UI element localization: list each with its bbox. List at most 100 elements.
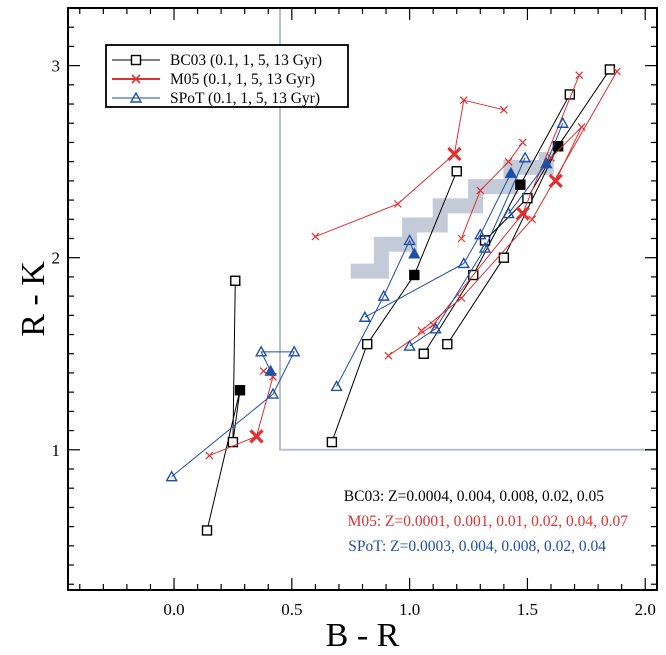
y-tick-label-0: 1: [52, 441, 61, 460]
point-m05-5-0-stroke-b: [205, 451, 214, 460]
point-spot-14-0: [403, 339, 416, 351]
point-m05-10-2-stroke-b: [547, 153, 555, 162]
series-line-m05-8: [388, 75, 580, 357]
point-spot-13-1: [457, 257, 470, 269]
point-m05-6-0: [311, 232, 320, 241]
point-spot-14-1: [429, 322, 442, 334]
point-spot-12-2: [403, 233, 416, 246]
point-m05-7-2: [504, 157, 513, 166]
x-tick-label-4: 2.0: [635, 600, 656, 619]
legend-marker-bc03: [130, 54, 142, 66]
series-line-spot-11: [171, 351, 295, 478]
point-m05-7-2-stroke-b: [504, 157, 513, 166]
series-line-m05-7: [460, 142, 524, 239]
axis-ticks: 0.0 0.5 1.0 1.5 2.0 1 2 3: [52, 8, 657, 619]
point-m05-9-0: [417, 326, 426, 335]
point-bc03-2-2: [515, 179, 526, 190]
series-m05-7: [457, 138, 527, 243]
point-spot-13-2: [474, 228, 487, 240]
series-line-spot-13: [364, 172, 512, 318]
series-line-m05-10: [550, 126, 583, 182]
point-spot-11-1: [266, 387, 280, 399]
point-m05-5-1-stroke-b: [249, 429, 264, 444]
legend-marker-m05: [131, 74, 141, 84]
point-m05-7-3-stroke-b: [518, 138, 527, 147]
point-m05-5-0: [205, 451, 214, 460]
point-m05-8-3: [575, 71, 584, 80]
annotation-spot: SPoT: Z=0.0003, 0.004, 0.008, 0.02, 0.04: [348, 538, 606, 555]
x-tick-label-0: 0.0: [163, 600, 184, 619]
legend-box: [105, 44, 349, 108]
point-bc03-3-3: [604, 64, 616, 75]
point-m05-10-1: [577, 123, 586, 132]
point-m05-10-0-stroke-b: [548, 173, 563, 189]
series-line-spot-12: [336, 239, 415, 387]
y-tick-label-1: 2: [52, 249, 61, 268]
point-spot-14-2: [478, 241, 492, 253]
legend-marker-m05-stroke-b: [131, 74, 141, 84]
x-tick-label-3: 1.5: [517, 600, 538, 619]
point-bc03-2-0: [418, 348, 429, 359]
series-spot-14: [403, 151, 532, 351]
point-m05-7-1-stroke-b: [476, 186, 485, 195]
point-m05-6-3-stroke-b: [459, 96, 468, 105]
series-spot-15: [502, 116, 569, 219]
point-m05-8-2: [515, 206, 530, 221]
series-m05-8: [384, 71, 584, 360]
point-spot-13-0: [358, 310, 372, 322]
legend-entry-m05: M05 (0.1, 1, 5, 13 Gyr): [112, 71, 315, 88]
point-bc03-3-1: [498, 252, 510, 263]
selection-region: [279, 8, 657, 451]
point-m05-9-2-stroke-b: [528, 215, 537, 224]
point-bc03-0-0: [230, 275, 241, 286]
point-bc03-0-2: [234, 385, 246, 396]
x-axis-title: B - R: [326, 617, 400, 654]
point-bc03-0-3: [201, 525, 213, 536]
point-m05-10-0: [548, 173, 563, 189]
legend-entry-spot: SPoT (0.1, 1, 5, 13 Gyr): [112, 90, 320, 107]
point-m05-8-0-stroke-b: [384, 351, 393, 360]
point-m05-9-3-stroke-b: [613, 67, 621, 76]
point-bc03-1-1: [362, 338, 373, 350]
point-m05-6-2: [447, 146, 462, 162]
series-line-bc03-0: [206, 280, 241, 531]
point-spot-11-4: [264, 364, 277, 376]
point-m05-5-1: [249, 429, 264, 444]
legend-label-spot: SPoT (0.1, 1, 5, 13 Gyr): [170, 90, 320, 107]
point-spot-12-1: [377, 289, 390, 301]
y-tick-label-2: 3: [52, 57, 61, 76]
point-m05-6-3: [459, 96, 468, 105]
series-m05-5: [205, 367, 277, 460]
point-spot-12-0: [330, 379, 343, 392]
point-bc03-1-0: [326, 436, 338, 448]
point-spot-11-2: [287, 345, 301, 357]
series-line-bc03-2: [423, 94, 571, 355]
point-m05-7-0: [457, 234, 466, 243]
selection-boundary: [279, 8, 657, 451]
series-line-m05-9: [421, 71, 618, 332]
legend-entry-bc03: BC03 (0.1, 1, 5, 13 Gyr): [112, 52, 322, 69]
point-bc03-0-1: [227, 436, 239, 448]
point-spot-15-2: [556, 116, 569, 128]
model-tracks: [165, 64, 621, 536]
series-m05-6: [311, 96, 508, 241]
point-m05-6-1: [393, 199, 402, 208]
y-axis-title: R - K: [15, 261, 52, 337]
point-m05-6-2-stroke-b: [447, 146, 462, 162]
legend-marker-spot: [129, 91, 143, 103]
point-spot-12-3: [408, 247, 421, 259]
point-m05-8-2-stroke-b: [515, 206, 530, 221]
point-m05-9-1: [457, 294, 466, 302]
point-m05-7-1: [476, 186, 485, 195]
legend-label-m05: M05 (0.1, 1, 5, 13 Gyr): [170, 71, 315, 88]
point-m05-7-0-stroke-b: [457, 234, 466, 243]
point-m05-10-1-stroke-b: [577, 123, 586, 132]
point-bc03-1-2: [409, 269, 420, 281]
series-m05-10: [547, 123, 586, 189]
point-m05-9-2: [528, 215, 537, 224]
series-line-m05-5: [209, 370, 274, 457]
series-line-bc03-1: [331, 171, 458, 443]
series-line-spot-14: [409, 157, 526, 347]
point-m05-8-3-stroke-b: [575, 71, 584, 80]
point-m05-5-3-stroke-b: [259, 367, 268, 375]
